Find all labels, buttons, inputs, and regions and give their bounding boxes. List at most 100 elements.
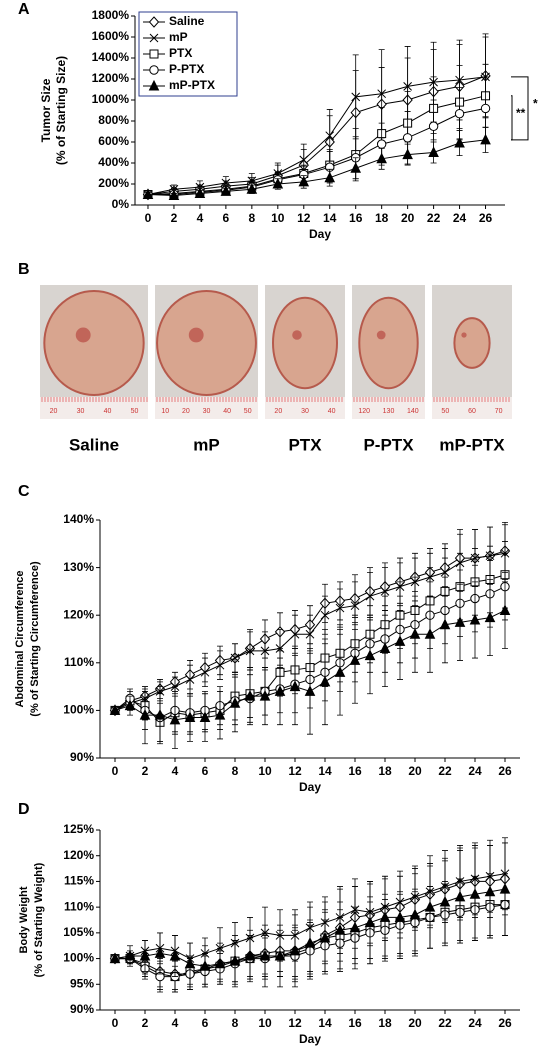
ruler-label: 120 — [358, 408, 370, 415]
significance-label: * — [533, 97, 538, 111]
ruler — [432, 397, 512, 419]
marker — [376, 152, 387, 164]
x-tick-label: 6 — [202, 1016, 209, 1030]
ruler — [40, 397, 148, 419]
marker — [351, 92, 361, 102]
marker — [259, 949, 271, 961]
marker — [480, 103, 491, 114]
y-tick-label: 400% — [98, 155, 129, 169]
tumor-spot — [292, 330, 302, 340]
legend-marker — [148, 16, 160, 28]
ruler-label: 30 — [77, 408, 85, 415]
y-axis-title: (% of Starting Weight) — [33, 862, 45, 977]
y-tick-label: 105% — [63, 925, 94, 939]
ruler-label: 10 — [161, 408, 169, 415]
marker — [215, 660, 225, 670]
ruler-label: 40 — [104, 408, 112, 415]
series-line — [147, 76, 486, 195]
marker — [289, 944, 301, 956]
tumor-spot — [75, 327, 91, 343]
x-tick-label: 20 — [401, 211, 415, 225]
marker — [260, 646, 270, 656]
photo-caption: Saline — [69, 435, 119, 454]
x-tick-label: 2 — [142, 764, 149, 778]
x-tick-label: 24 — [468, 764, 482, 778]
ruler-label: 40 — [223, 408, 231, 415]
y-tick-label: 120% — [63, 607, 94, 621]
tumor — [156, 290, 257, 396]
tumor — [453, 317, 491, 369]
ruler-label: 20 — [50, 408, 58, 415]
x-tick-label: 12 — [288, 764, 302, 778]
marker — [245, 646, 255, 656]
marker — [290, 629, 300, 639]
y-axis-title: Abdominal Circumference — [14, 571, 26, 708]
y-tick-label: 100% — [63, 703, 94, 717]
x-tick-label: 8 — [232, 764, 239, 778]
tumor — [272, 296, 338, 390]
marker — [214, 957, 226, 969]
x-tick-label: 2 — [171, 211, 178, 225]
x-tick-label: 16 — [349, 211, 363, 225]
marker — [377, 89, 387, 99]
x-tick-label: 12 — [297, 211, 311, 225]
marker — [272, 177, 284, 189]
marker — [289, 680, 301, 692]
marker — [409, 628, 421, 639]
marker — [259, 690, 271, 701]
legend-label: Saline — [169, 14, 205, 28]
significance-bracket — [511, 95, 513, 141]
ruler — [352, 397, 425, 419]
marker — [365, 591, 375, 601]
marker — [439, 618, 451, 630]
marker — [244, 949, 256, 961]
ruler — [265, 397, 345, 419]
ruler-label: 50 — [244, 408, 252, 415]
tumor-spot — [376, 330, 386, 340]
marker — [109, 952, 121, 964]
marker — [185, 675, 195, 684]
marker — [364, 916, 376, 928]
x-tick-label: 4 — [197, 211, 204, 225]
x-tick-label: 26 — [479, 211, 493, 225]
x-tick-label: 22 — [438, 764, 452, 778]
marker — [274, 949, 286, 961]
x-tick-label: 12 — [288, 1016, 302, 1030]
y-axis-title: Body Weight — [18, 886, 30, 953]
y-tick-label: 90% — [70, 1002, 94, 1016]
legend-label: P-PTX — [169, 62, 204, 76]
legend-label: mP-PTX — [169, 78, 215, 92]
marker — [454, 890, 466, 902]
marker — [199, 711, 211, 723]
marker — [334, 924, 346, 935]
x-tick-label: 2 — [142, 1016, 149, 1030]
ruler-label: 50 — [131, 408, 139, 415]
marker — [298, 175, 310, 187]
x-tick-label: 22 — [438, 1016, 452, 1030]
marker — [319, 931, 331, 943]
x-tick-label: 16 — [348, 1016, 362, 1030]
marker — [402, 148, 413, 160]
y-tick-label: 95% — [70, 976, 94, 990]
ruler-label: 130 — [383, 408, 395, 415]
ruler-label: 60 — [468, 408, 476, 415]
legend-marker — [149, 33, 159, 43]
y-tick-label: 120% — [63, 848, 94, 862]
x-tick-label: 18 — [378, 1016, 392, 1030]
tumor — [358, 296, 419, 390]
marker — [376, 139, 387, 149]
y-tick-label: 1800% — [92, 8, 130, 22]
marker — [139, 709, 151, 720]
marker — [379, 911, 391, 922]
marker — [199, 960, 211, 971]
x-tick-label: 18 — [375, 211, 389, 225]
marker — [324, 171, 336, 183]
marker — [319, 675, 331, 687]
ruler-label: 30 — [203, 408, 211, 415]
x-tick-label: 6 — [223, 211, 230, 225]
marker — [142, 188, 154, 199]
y-axis-title: (% of Starting Size) — [54, 56, 68, 165]
legend-marker — [149, 49, 159, 59]
